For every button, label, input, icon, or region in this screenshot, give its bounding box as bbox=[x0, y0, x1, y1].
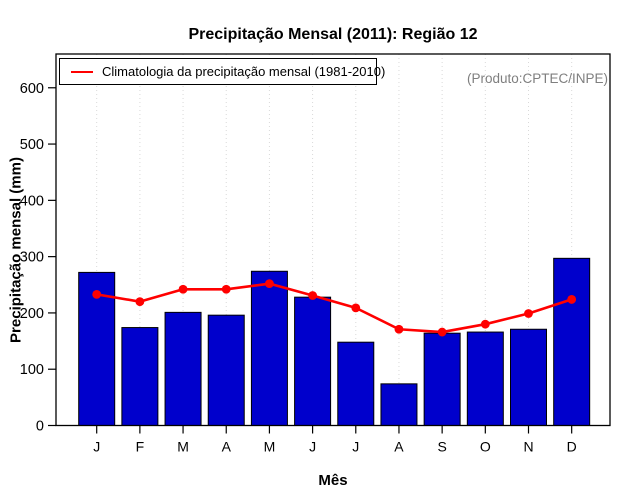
climatology-point bbox=[351, 303, 361, 313]
bar-O10 bbox=[466, 331, 504, 427]
bar-J7 bbox=[337, 341, 375, 426]
y-tick-label: 600 bbox=[20, 81, 44, 97]
climatology-point bbox=[178, 284, 188, 294]
x-tick-label: J bbox=[309, 439, 316, 455]
y-tick-label: 0 bbox=[36, 419, 44, 435]
x-tick-label: N bbox=[523, 439, 533, 455]
bar-J6 bbox=[294, 296, 332, 426]
bar-D12 bbox=[553, 257, 591, 427]
y-tick-label: 500 bbox=[20, 137, 44, 153]
x-tick-label: F bbox=[136, 439, 145, 455]
climatology-point bbox=[437, 327, 447, 337]
climatology-point bbox=[221, 284, 231, 294]
x-axis-title: Mês bbox=[318, 472, 348, 489]
climatology-point bbox=[308, 291, 317, 300]
plot-frame bbox=[55, 53, 611, 427]
bar-M5 bbox=[250, 270, 288, 426]
y-tick-label: 300 bbox=[20, 250, 44, 266]
climatology-point bbox=[92, 289, 102, 299]
bar-A4 bbox=[207, 314, 245, 426]
y-axis-title: Precipitação mensal (mm) bbox=[7, 157, 25, 343]
x-tick-label: A bbox=[394, 439, 404, 455]
product-watermark: (Produto:CPTEC/INPE) bbox=[466, 71, 608, 86]
x-tick-label: J bbox=[93, 439, 100, 455]
bar-M3 bbox=[164, 311, 202, 426]
climatology-point bbox=[394, 324, 404, 334]
x-tick-label: M bbox=[177, 439, 189, 455]
x-tick-label: S bbox=[437, 439, 446, 455]
climatology-line bbox=[95, 282, 573, 334]
x-tick-label: J bbox=[352, 439, 359, 455]
legend-box: Climatologia da precipitação mensal (198… bbox=[59, 58, 385, 85]
bar-N11 bbox=[510, 328, 547, 427]
y-tick-label: 400 bbox=[20, 193, 44, 209]
y-tick-label: 100 bbox=[20, 362, 44, 378]
x-tick-label: M bbox=[264, 439, 276, 455]
y-tick-label: 200 bbox=[20, 306, 44, 322]
climatology-point bbox=[265, 279, 274, 289]
x-tick-label: O bbox=[480, 439, 491, 455]
chart-title: Precipitação Mensal (2011): Região 12 bbox=[188, 26, 478, 43]
legend-line-sample bbox=[71, 70, 93, 73]
bar-F2 bbox=[121, 327, 159, 426]
bar-S9 bbox=[423, 332, 461, 426]
bar-A8 bbox=[380, 383, 418, 426]
legend-label: Climatologia da precipitação mensal (198… bbox=[102, 64, 386, 79]
climatology-point bbox=[480, 319, 490, 329]
climatology-point bbox=[567, 295, 577, 304]
climatology-point bbox=[135, 297, 145, 307]
climatology-point bbox=[524, 309, 533, 318]
x-tick-label: D bbox=[567, 439, 577, 455]
x-tick-label: A bbox=[222, 439, 232, 455]
